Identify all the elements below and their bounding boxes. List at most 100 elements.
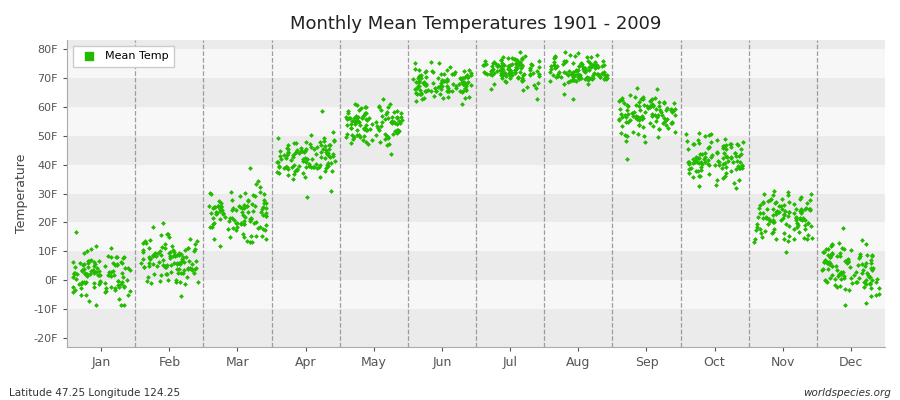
Point bbox=[759, 215, 773, 222]
Point bbox=[456, 74, 471, 81]
Point bbox=[381, 133, 395, 139]
Point bbox=[554, 74, 568, 80]
Point bbox=[476, 62, 491, 68]
Point bbox=[643, 103, 657, 110]
Point bbox=[844, 275, 859, 281]
Point bbox=[490, 68, 504, 74]
Point bbox=[379, 111, 393, 117]
Point bbox=[664, 106, 679, 113]
Point bbox=[146, 260, 160, 267]
Point bbox=[348, 119, 363, 125]
Point bbox=[585, 76, 599, 82]
Point bbox=[663, 107, 678, 114]
Point bbox=[187, 245, 202, 252]
Point bbox=[161, 231, 176, 238]
Point bbox=[684, 165, 698, 172]
Point bbox=[863, 281, 878, 288]
Point bbox=[710, 150, 724, 156]
Point bbox=[418, 74, 433, 80]
Point bbox=[381, 135, 395, 141]
Point bbox=[690, 136, 705, 143]
Point bbox=[777, 230, 791, 237]
Point bbox=[780, 213, 795, 219]
Point bbox=[459, 87, 473, 93]
Point bbox=[513, 58, 527, 65]
Point bbox=[344, 124, 358, 131]
Point bbox=[769, 210, 783, 217]
Point bbox=[320, 147, 334, 153]
Point bbox=[312, 162, 327, 168]
Point bbox=[797, 222, 812, 228]
Point bbox=[441, 94, 455, 100]
Point bbox=[768, 226, 782, 232]
Point bbox=[764, 196, 778, 202]
Point bbox=[256, 233, 270, 240]
Point bbox=[837, 246, 851, 253]
Point bbox=[92, 258, 106, 264]
Point bbox=[526, 70, 541, 77]
Point bbox=[258, 213, 273, 219]
Point bbox=[309, 160, 323, 167]
Point bbox=[692, 160, 706, 166]
Point bbox=[183, 235, 197, 242]
Point bbox=[318, 154, 332, 161]
Point bbox=[478, 58, 492, 65]
Point bbox=[850, 262, 865, 268]
Point bbox=[213, 208, 228, 214]
Point bbox=[314, 154, 328, 160]
Point bbox=[617, 112, 632, 119]
Point bbox=[631, 122, 645, 128]
Point bbox=[623, 92, 637, 98]
Point bbox=[86, 270, 101, 276]
Point bbox=[86, 259, 101, 265]
Point bbox=[67, 274, 81, 280]
Point bbox=[351, 114, 365, 120]
Bar bbox=[68, 309, 885, 338]
Point bbox=[104, 254, 119, 260]
Point bbox=[589, 64, 603, 70]
Point bbox=[453, 88, 467, 95]
Point bbox=[408, 66, 422, 73]
Point bbox=[240, 203, 255, 209]
Point bbox=[522, 65, 536, 71]
Point bbox=[418, 88, 433, 94]
Point bbox=[142, 263, 157, 269]
Point bbox=[717, 150, 732, 156]
Point bbox=[148, 250, 162, 256]
Point bbox=[139, 240, 153, 246]
Point bbox=[833, 253, 848, 260]
Point bbox=[719, 164, 733, 170]
Point bbox=[80, 273, 94, 280]
Point bbox=[390, 127, 404, 134]
Point bbox=[491, 63, 505, 70]
Point bbox=[803, 207, 817, 214]
Point bbox=[109, 254, 123, 260]
Point bbox=[162, 234, 176, 240]
Point bbox=[797, 206, 812, 212]
Point bbox=[316, 145, 330, 152]
Point bbox=[620, 102, 634, 108]
Point bbox=[532, 71, 546, 77]
Point bbox=[686, 159, 700, 166]
Point bbox=[626, 113, 640, 119]
Point bbox=[410, 75, 425, 81]
Point bbox=[702, 132, 716, 138]
Point bbox=[176, 254, 190, 260]
Point bbox=[87, 284, 102, 290]
Point bbox=[838, 302, 852, 308]
Point bbox=[763, 218, 778, 224]
Point bbox=[727, 150, 742, 156]
Bar bbox=[68, 252, 885, 280]
Point bbox=[436, 95, 451, 102]
Point bbox=[357, 104, 372, 110]
Point bbox=[375, 119, 390, 126]
Point bbox=[859, 281, 873, 287]
Point bbox=[440, 88, 454, 94]
Point bbox=[287, 150, 302, 156]
Point bbox=[69, 270, 84, 277]
Point bbox=[863, 257, 878, 264]
Point bbox=[208, 204, 222, 210]
Point bbox=[789, 217, 804, 224]
Point bbox=[632, 102, 646, 109]
Point bbox=[663, 106, 678, 113]
